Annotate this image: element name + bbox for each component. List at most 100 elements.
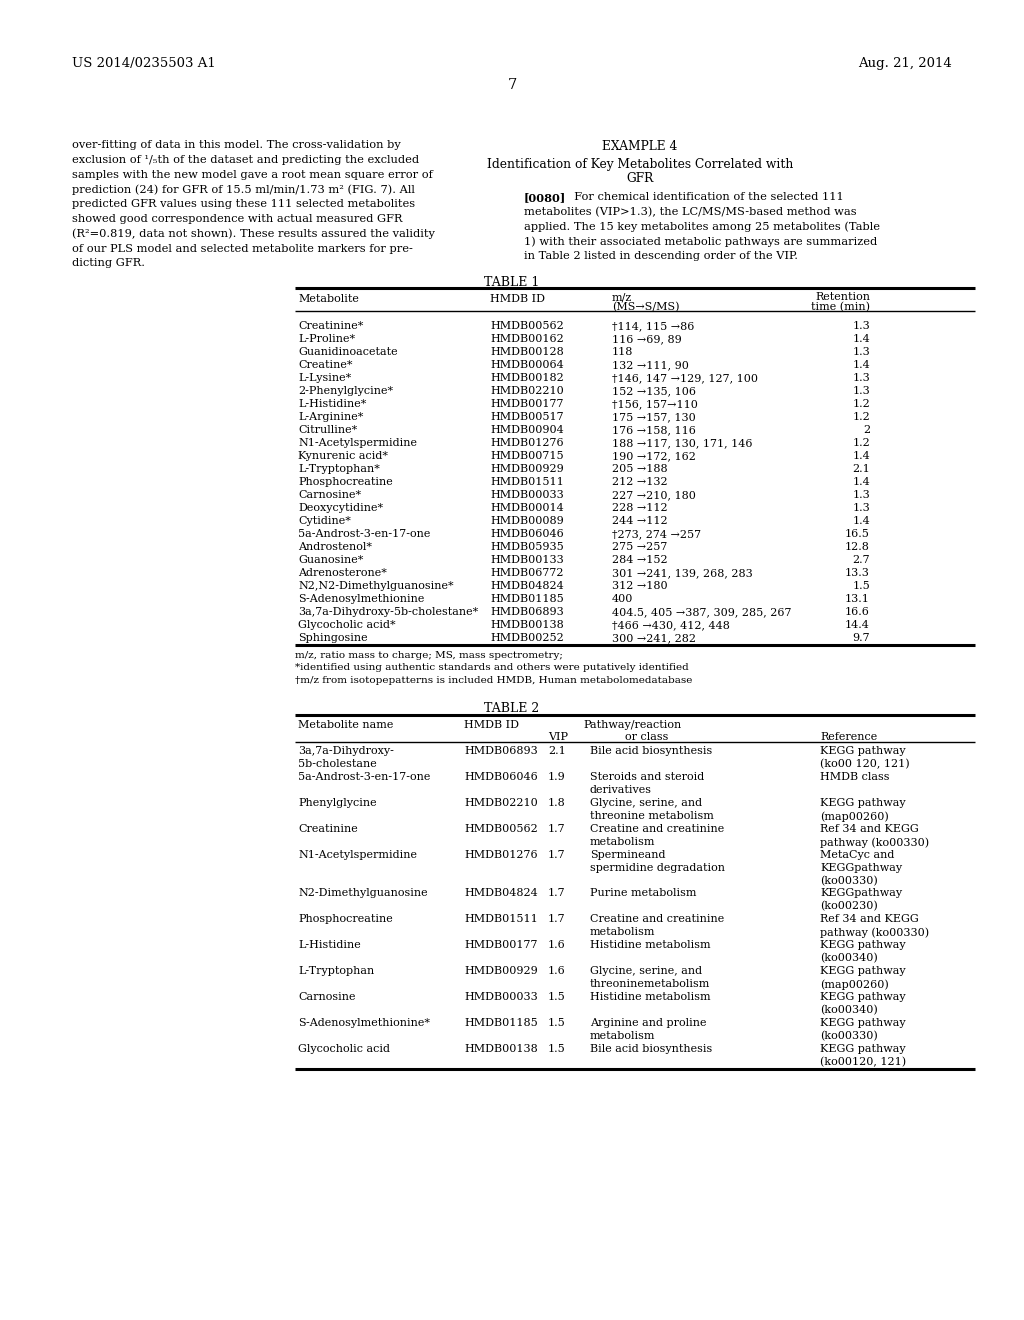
Text: Kynurenic acid*: Kynurenic acid*	[298, 451, 388, 461]
Text: spermidine degradation: spermidine degradation	[590, 863, 725, 873]
Text: Metabolite: Metabolite	[298, 294, 358, 304]
Text: 176 →158, 116: 176 →158, 116	[612, 425, 696, 436]
Text: Arginine and proline: Arginine and proline	[590, 1019, 707, 1028]
Text: 16.5: 16.5	[845, 529, 870, 539]
Text: HMDB00562: HMDB00562	[464, 825, 538, 834]
Text: (ko00340): (ko00340)	[820, 953, 878, 964]
Text: 1.3: 1.3	[852, 385, 870, 396]
Text: 205 →188: 205 →188	[612, 465, 668, 474]
Text: 1.6: 1.6	[548, 940, 565, 950]
Text: 9.7: 9.7	[852, 634, 870, 643]
Text: 12.8: 12.8	[845, 543, 870, 552]
Text: Creatinine*: Creatinine*	[298, 321, 364, 331]
Text: Purine metabolism: Purine metabolism	[590, 888, 696, 899]
Text: HMDB00033: HMDB00033	[464, 993, 538, 1002]
Text: 5a-Androst-3-en-17-one: 5a-Androst-3-en-17-one	[298, 529, 430, 539]
Text: dicting GFR.: dicting GFR.	[72, 259, 145, 268]
Text: Creatinine: Creatinine	[298, 825, 357, 834]
Text: 301 →241, 139, 268, 283: 301 →241, 139, 268, 283	[612, 568, 753, 578]
Text: HMDB00138: HMDB00138	[490, 620, 564, 630]
Text: 1.3: 1.3	[852, 503, 870, 513]
Text: Spermineand: Spermineand	[590, 850, 666, 861]
Text: 13.1: 13.1	[845, 594, 870, 605]
Text: 1.5: 1.5	[548, 993, 565, 1002]
Text: 14.4: 14.4	[845, 620, 870, 630]
Text: Guanosine*: Guanosine*	[298, 554, 364, 565]
Text: Carnosine*: Carnosine*	[298, 490, 361, 500]
Text: 1.8: 1.8	[548, 799, 565, 808]
Text: HMDB00252: HMDB00252	[490, 634, 564, 643]
Text: 1.5: 1.5	[548, 1044, 565, 1055]
Text: time (min): time (min)	[811, 302, 870, 313]
Text: 1.2: 1.2	[852, 438, 870, 447]
Text: HMDB00089: HMDB00089	[490, 516, 564, 525]
Text: HMDB00929: HMDB00929	[490, 465, 564, 474]
Text: 1) with their associated metabolic pathways are summarized: 1) with their associated metabolic pathw…	[524, 236, 878, 247]
Text: 190 →172, 162: 190 →172, 162	[612, 451, 696, 461]
Text: prediction (24) for GFR of 15.5 ml/min/1.73 m² (FIG. 7). All: prediction (24) for GFR of 15.5 ml/min/1…	[72, 185, 415, 195]
Text: Pathway/reaction: Pathway/reaction	[583, 721, 681, 730]
Text: Histidine metabolism: Histidine metabolism	[590, 940, 711, 950]
Text: 1.3: 1.3	[852, 347, 870, 356]
Text: or class: or class	[625, 731, 669, 742]
Text: threonine metabolism: threonine metabolism	[590, 810, 714, 821]
Text: [0080]: [0080]	[524, 191, 566, 203]
Text: Metabolite name: Metabolite name	[298, 721, 393, 730]
Text: HMDB06046: HMDB06046	[464, 772, 538, 783]
Text: HMDB01276: HMDB01276	[490, 438, 563, 447]
Text: Phosphocreatine: Phosphocreatine	[298, 477, 393, 487]
Text: 404.5, 405 →387, 309, 285, 267: 404.5, 405 →387, 309, 285, 267	[612, 607, 792, 616]
Text: 2.1: 2.1	[548, 747, 565, 756]
Text: Bile acid biosynthesis: Bile acid biosynthesis	[590, 747, 713, 756]
Text: 152 →135, 106: 152 →135, 106	[612, 385, 696, 396]
Text: 212 →132: 212 →132	[612, 477, 668, 487]
Text: HMDB00562: HMDB00562	[490, 321, 564, 331]
Text: 1.4: 1.4	[852, 334, 870, 345]
Text: (ko00230): (ko00230)	[820, 902, 878, 911]
Text: Cytidine*: Cytidine*	[298, 516, 351, 525]
Text: MetaCyc and: MetaCyc and	[820, 850, 894, 861]
Text: HMDB01511: HMDB01511	[490, 477, 564, 487]
Text: Glycine, serine, and: Glycine, serine, and	[590, 799, 702, 808]
Text: Histidine metabolism: Histidine metabolism	[590, 993, 711, 1002]
Text: 1.4: 1.4	[852, 516, 870, 525]
Text: (R²=0.819, data not shown). These results assured the validity: (R²=0.819, data not shown). These result…	[72, 228, 435, 239]
Text: metabolism: metabolism	[590, 927, 655, 937]
Text: HMDB06772: HMDB06772	[490, 568, 563, 578]
Text: predicted GFR values using these 111 selected metabolites: predicted GFR values using these 111 sel…	[72, 199, 415, 209]
Text: 2.7: 2.7	[852, 554, 870, 565]
Text: KEGGpathway: KEGGpathway	[820, 888, 902, 899]
Text: m/z, ratio mass to charge; MS, mass spectrometry;: m/z, ratio mass to charge; MS, mass spec…	[295, 651, 563, 660]
Text: m/z: m/z	[612, 292, 632, 302]
Text: HMDB01511: HMDB01511	[464, 915, 538, 924]
Text: pathway (ko00330): pathway (ko00330)	[820, 837, 929, 847]
Text: 1.2: 1.2	[852, 399, 870, 409]
Text: KEGG pathway: KEGG pathway	[820, 966, 905, 977]
Text: 3a,7a-Dihydroxy-5b-cholestane*: 3a,7a-Dihydroxy-5b-cholestane*	[298, 607, 478, 616]
Text: 188 →117, 130, 171, 146: 188 →117, 130, 171, 146	[612, 438, 753, 447]
Text: threoninemetabolism: threoninemetabolism	[590, 979, 711, 989]
Text: L-Histidine*: L-Histidine*	[298, 399, 367, 409]
Text: 1.3: 1.3	[852, 490, 870, 500]
Text: 1.4: 1.4	[852, 451, 870, 461]
Text: metabolism: metabolism	[590, 1031, 655, 1041]
Text: 400: 400	[612, 594, 634, 605]
Text: HMDB06893: HMDB06893	[464, 747, 538, 756]
Text: HMDB00133: HMDB00133	[490, 554, 564, 565]
Text: 228 →112: 228 →112	[612, 503, 668, 513]
Text: Ref 34 and KEGG: Ref 34 and KEGG	[820, 915, 919, 924]
Text: Sphingosine: Sphingosine	[298, 634, 368, 643]
Text: HMDB00177: HMDB00177	[464, 940, 538, 950]
Text: (ko00330): (ko00330)	[820, 1031, 878, 1041]
Text: TABLE 2: TABLE 2	[484, 702, 540, 715]
Text: N1-Acetylspermidine: N1-Acetylspermidine	[298, 438, 417, 447]
Text: HMDB ID: HMDB ID	[464, 721, 519, 730]
Text: S-Adenosylmethionine*: S-Adenosylmethionine*	[298, 1019, 430, 1028]
Text: HMDB class: HMDB class	[820, 772, 890, 783]
Text: HMDB00904: HMDB00904	[490, 425, 564, 436]
Text: 1.2: 1.2	[852, 412, 870, 422]
Text: KEGG pathway: KEGG pathway	[820, 993, 905, 1002]
Text: †m/z from isotopepatterns is included HMDB, Human metabolomedatabase: †m/z from isotopepatterns is included HM…	[295, 676, 692, 685]
Text: HMDB00128: HMDB00128	[490, 347, 564, 356]
Text: Phenylglycine: Phenylglycine	[298, 799, 377, 808]
